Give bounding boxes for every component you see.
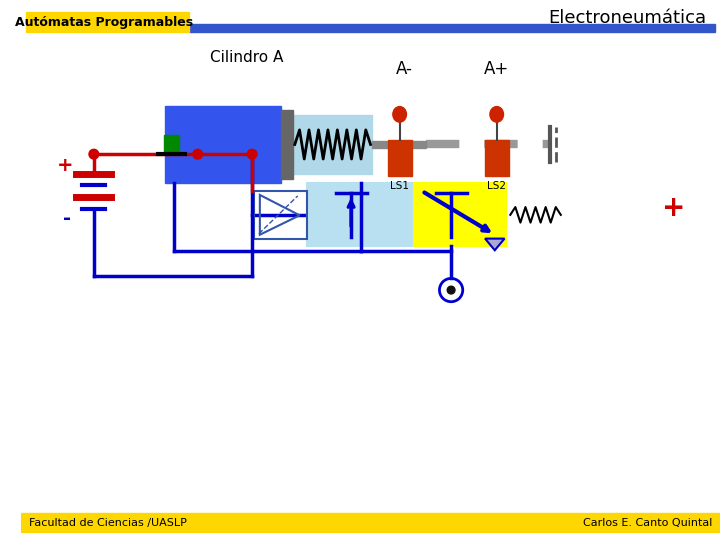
Bar (414, 183, 506, 246)
Bar (293, 116, 372, 173)
Text: LS1: LS1 (390, 181, 409, 191)
Polygon shape (485, 239, 505, 250)
Circle shape (193, 149, 202, 159)
Bar (163, 135, 179, 152)
Text: -: - (63, 209, 71, 228)
Bar (307, 183, 414, 246)
Text: Autómatas Programables: Autómatas Programables (15, 16, 194, 29)
Text: A+: A+ (484, 60, 509, 78)
Circle shape (89, 149, 99, 159)
Text: +: + (662, 193, 685, 221)
Bar (26, 12, 189, 32)
Text: LS2: LS2 (487, 181, 506, 191)
Bar (485, 140, 509, 177)
Bar (372, 140, 426, 148)
Bar (254, 191, 307, 239)
Text: Carlos E. Canto Quintal: Carlos E. Canto Quintal (583, 518, 712, 528)
Text: Electroneumática: Electroneumática (549, 9, 706, 27)
Bar (282, 110, 293, 179)
Ellipse shape (490, 106, 503, 122)
Circle shape (447, 286, 455, 294)
Ellipse shape (393, 106, 406, 122)
Bar (21, 514, 720, 533)
Text: Facultad de Ciencias /UASLP: Facultad de Ciencias /UASLP (29, 518, 186, 528)
Text: A-: A- (396, 60, 413, 78)
Circle shape (247, 149, 257, 159)
Bar (388, 140, 413, 177)
Bar (165, 106, 282, 183)
Text: +: + (56, 156, 73, 176)
Bar (189, 24, 715, 32)
Text: Cilindro A: Cilindro A (210, 50, 283, 65)
